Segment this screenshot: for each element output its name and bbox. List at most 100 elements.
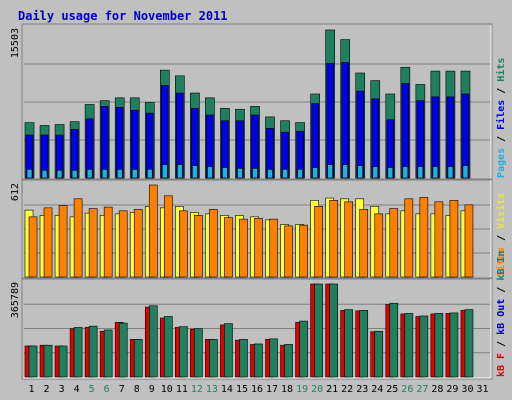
pages-bar bbox=[161, 164, 168, 179]
day-label: 28 bbox=[431, 384, 443, 395]
pages-bar bbox=[101, 169, 108, 179]
legend: Sites / Visits bbox=[495, 193, 507, 277]
sites-bar bbox=[28, 216, 38, 278]
sites-bar bbox=[73, 198, 83, 278]
sites-bar bbox=[179, 210, 188, 278]
sites-bar bbox=[133, 209, 143, 278]
y-max-label: 612 bbox=[10, 183, 21, 201]
day-label: 2 bbox=[44, 384, 50, 395]
day-label: 17 bbox=[266, 384, 278, 395]
files-bar bbox=[371, 98, 380, 179]
sites-bar bbox=[284, 225, 293, 278]
kb-in-bar bbox=[404, 313, 414, 378]
kb-in-bar bbox=[239, 339, 248, 378]
legend-entry: Visits bbox=[495, 193, 507, 229]
pages-bar bbox=[26, 169, 33, 179]
kb-in-bar bbox=[194, 328, 203, 378]
day-label: 6 bbox=[104, 384, 110, 395]
kb-in-bar bbox=[28, 345, 38, 378]
legend-separator: / bbox=[496, 335, 507, 353]
sites-bar bbox=[239, 218, 248, 278]
kb-in-bar bbox=[314, 283, 323, 378]
kb-in-bar bbox=[133, 339, 143, 378]
kb-in-bar bbox=[103, 329, 113, 378]
pages-bar bbox=[252, 168, 258, 179]
kb-in-bar bbox=[224, 323, 233, 378]
panel-border bbox=[21, 23, 493, 181]
sites-bar bbox=[404, 198, 414, 278]
day-label: 24 bbox=[371, 384, 383, 395]
pages-bar bbox=[71, 170, 78, 179]
files-bar bbox=[401, 83, 410, 179]
day-label: 16 bbox=[251, 384, 263, 395]
pages-bar bbox=[116, 169, 123, 179]
kb-in-bar bbox=[148, 305, 158, 378]
day-label: 21 bbox=[326, 384, 338, 395]
sites-bar bbox=[419, 197, 429, 278]
kb-in-bar bbox=[434, 313, 444, 378]
day-label: 29 bbox=[446, 384, 458, 395]
files-bar bbox=[160, 85, 169, 179]
kb-in-bar bbox=[329, 283, 338, 378]
x-axis-labels: 1 2 3 4 5 6 7 8 9 10 11 12 13 14 15 16 17 18 19 20 21 22 23 24 2… bbox=[29, 384, 489, 395]
legend-separator: / bbox=[496, 229, 507, 247]
kb-in-bar bbox=[449, 312, 459, 378]
kb-in-bar bbox=[118, 322, 128, 378]
sites-bar bbox=[269, 218, 278, 278]
sites-bar bbox=[374, 213, 384, 278]
sites-bar bbox=[389, 208, 399, 278]
sites-bar bbox=[118, 210, 128, 278]
pages-bar bbox=[372, 166, 379, 179]
chart-title: Daily usage for November 2011 bbox=[18, 9, 228, 23]
legend-entry: Pages bbox=[496, 148, 507, 178]
files-bar bbox=[431, 96, 440, 179]
kb-in-bar bbox=[43, 344, 53, 378]
sites-bar bbox=[224, 217, 233, 278]
sites-bar bbox=[88, 208, 98, 278]
pages-bar bbox=[177, 164, 183, 179]
day-label: 5 bbox=[89, 384, 95, 395]
kb-in-bar bbox=[389, 302, 399, 378]
day-label: 10 bbox=[161, 384, 173, 395]
pages-bar bbox=[207, 166, 213, 179]
legend-entry: kB In bbox=[496, 251, 507, 281]
kb-in-bar bbox=[254, 343, 263, 378]
files-bar bbox=[446, 96, 455, 179]
pages-bar bbox=[312, 167, 318, 179]
day-label: 1 bbox=[29, 384, 35, 395]
kb-in-bar bbox=[374, 330, 384, 378]
sites-bar bbox=[58, 205, 68, 278]
day-label: 11 bbox=[176, 384, 188, 395]
files-bar bbox=[341, 62, 350, 179]
day-label: 13 bbox=[206, 384, 218, 395]
pages-bar bbox=[131, 169, 138, 179]
y-max-label: 15503 bbox=[10, 28, 21, 58]
pages-bar bbox=[56, 170, 63, 179]
pages-bar bbox=[342, 164, 349, 179]
sites-bar bbox=[434, 201, 444, 278]
kb-in-bar bbox=[58, 345, 68, 378]
day-label: 27 bbox=[416, 384, 428, 395]
pages-bar bbox=[387, 167, 394, 179]
day-label: 7 bbox=[119, 384, 125, 395]
legend: kB F / kB Out / kB In bbox=[496, 251, 507, 377]
kb-in-bar bbox=[73, 327, 83, 378]
kb-in-bar bbox=[299, 320, 308, 378]
pages-bar bbox=[297, 169, 303, 179]
day-label: 14 bbox=[221, 384, 233, 395]
pages-bar bbox=[41, 170, 48, 179]
pages-bar bbox=[462, 165, 469, 179]
sites-bar bbox=[43, 207, 53, 278]
panel-border bbox=[21, 178, 493, 280]
pages-bar bbox=[237, 168, 243, 179]
day-label: 20 bbox=[311, 384, 323, 395]
sites-bar bbox=[314, 206, 323, 278]
day-label: 12 bbox=[191, 384, 203, 395]
sites-bar bbox=[359, 209, 369, 278]
files-bar bbox=[356, 90, 365, 179]
sites-bar bbox=[148, 184, 158, 278]
day-label: 3 bbox=[59, 384, 65, 395]
kb-in-bar bbox=[284, 344, 293, 378]
legend-entry: Files bbox=[495, 100, 507, 130]
